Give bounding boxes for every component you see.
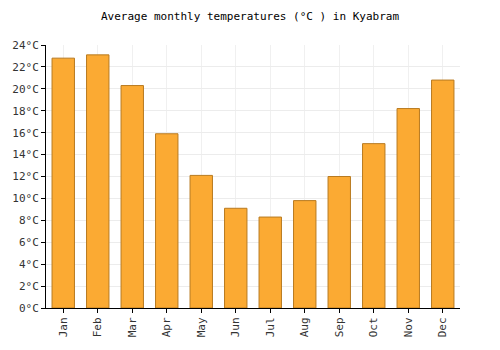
svg-text:8°C: 8°C xyxy=(19,214,39,227)
svg-text:Jan: Jan xyxy=(57,317,70,337)
svg-text:6°C: 6°C xyxy=(19,236,39,249)
svg-text:Jun: Jun xyxy=(229,317,242,337)
svg-text:22°C: 22°C xyxy=(12,61,39,74)
svg-text:4°C: 4°C xyxy=(19,258,39,271)
svg-text:Oct: Oct xyxy=(367,317,380,337)
svg-text:12°C: 12°C xyxy=(12,170,39,183)
svg-text:Mar: Mar xyxy=(126,317,139,337)
svg-text:14°C: 14°C xyxy=(12,148,39,161)
svg-text:Apr: Apr xyxy=(160,317,173,337)
svg-text:10°C: 10°C xyxy=(12,192,39,205)
svg-text:Feb: Feb xyxy=(91,317,104,337)
svg-text:May: May xyxy=(195,317,208,337)
svg-text:20°C: 20°C xyxy=(12,83,39,96)
svg-text:Nov: Nov xyxy=(402,317,415,337)
svg-text:24°C: 24°C xyxy=(12,39,39,52)
svg-text:Dec: Dec xyxy=(436,317,449,337)
svg-text:16°C: 16°C xyxy=(12,127,39,140)
svg-text:Jul: Jul xyxy=(264,317,277,337)
svg-text:Sep: Sep xyxy=(333,317,346,337)
svg-text:2°C: 2°C xyxy=(19,280,39,293)
svg-text:Aug: Aug xyxy=(298,317,311,337)
svg-text:0°C: 0°C xyxy=(19,302,39,315)
svg-text:Average monthly temperatures (: Average monthly temperatures (°C ) in Ky… xyxy=(101,10,399,23)
svg-text:18°C: 18°C xyxy=(12,105,39,118)
